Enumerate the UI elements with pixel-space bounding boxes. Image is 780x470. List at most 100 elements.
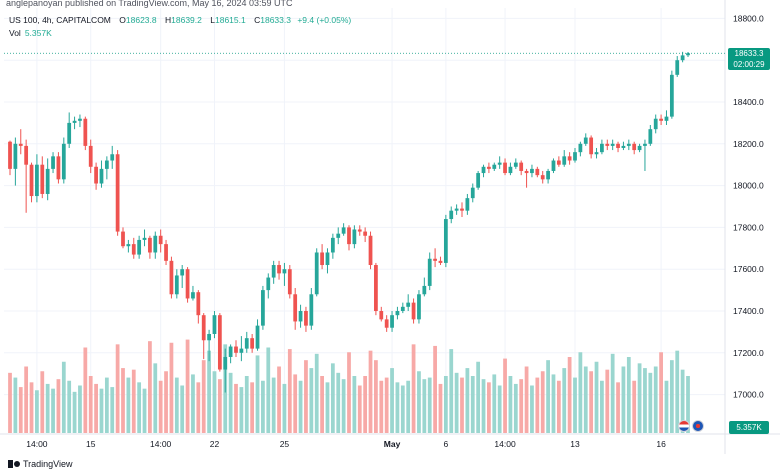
volume-bar <box>449 349 454 433</box>
volume-bar <box>438 383 443 433</box>
candle-body <box>8 141 12 169</box>
candle-body <box>637 145 642 151</box>
price-axis[interactable]: 18800.018600.018400.018200.018000.017800… <box>733 13 764 399</box>
volume-bar <box>347 352 351 433</box>
candle-body <box>271 265 276 278</box>
candle-body <box>443 219 448 263</box>
price-tick-label: 17800.0 <box>733 222 764 232</box>
candle-body <box>363 231 368 236</box>
volume-bar <box>51 388 55 433</box>
candle-body <box>632 143 637 151</box>
last-volume-tag: 5.357K <box>729 421 769 434</box>
volume-bar <box>277 366 281 433</box>
candle-body <box>88 145 93 167</box>
candle-body <box>659 118 663 121</box>
candle-body <box>185 269 190 299</box>
tradingview-logo-icon <box>8 460 20 468</box>
time-tick-label: 14:00 <box>26 439 48 449</box>
candle-body <box>45 168 50 194</box>
candle-body <box>341 227 346 234</box>
price-tick-label: 18000.0 <box>733 181 764 191</box>
volume-bar <box>325 382 330 433</box>
candle-body <box>287 269 292 295</box>
volume-bar <box>148 341 152 433</box>
volume-bar <box>427 377 432 433</box>
volume-bar <box>508 376 513 433</box>
publisher-note: anglepanoyan published on TradingView.co… <box>6 0 293 8</box>
volume-bar <box>78 385 82 433</box>
volume-bar <box>61 361 66 433</box>
volume-bar <box>24 366 29 433</box>
candle-body <box>374 265 378 311</box>
candle-body <box>460 208 464 211</box>
candle-body <box>61 143 66 180</box>
candle-body <box>110 154 115 161</box>
volume-bar <box>433 345 437 433</box>
volume-bar <box>524 366 529 433</box>
candle-body <box>411 302 416 320</box>
price-tick-label: 18800.0 <box>733 13 764 23</box>
volume-bar <box>282 383 287 433</box>
candle-body <box>255 325 260 349</box>
volume-bar <box>201 360 206 433</box>
candle-body <box>347 227 351 245</box>
price-tick-label: 17000.0 <box>733 390 764 400</box>
volume-bar <box>363 376 368 433</box>
volume-bar <box>191 374 195 433</box>
symbol-label[interactable]: US 100, 4h, CAPITALCOM <box>9 15 111 25</box>
uk-flag-icon[interactable] <box>692 420 704 432</box>
last-price-tag: 18633.3 02:00:29 <box>728 48 770 70</box>
close-value: 18633.3 <box>260 15 291 25</box>
volume-bar <box>35 390 39 433</box>
candle-body <box>67 122 72 144</box>
high-label: H <box>165 15 172 25</box>
volume-bar <box>309 368 314 433</box>
candle-body <box>169 260 174 295</box>
volume-bar <box>115 344 120 433</box>
volume-bar <box>99 388 104 433</box>
volume-bar <box>330 363 335 433</box>
candle-body <box>422 285 427 295</box>
candle-body <box>174 275 179 295</box>
volume-bar <box>83 347 88 433</box>
candle-body <box>56 156 61 180</box>
volume-bar <box>626 357 631 433</box>
tradingview-logo[interactable]: TradingView <box>8 459 73 469</box>
volume-bar <box>314 353 319 433</box>
volume-bar <box>680 369 685 433</box>
candle-body <box>78 118 82 121</box>
volume-bar <box>422 379 427 433</box>
volume-bar <box>298 380 303 433</box>
candle-body <box>589 137 594 155</box>
last-price-value: 18633.3 <box>734 49 764 58</box>
candle-body <box>325 252 330 266</box>
volume-bar <box>562 368 567 433</box>
volume-bar <box>417 371 421 433</box>
volume-bar <box>174 377 179 433</box>
volume-bar <box>616 382 620 433</box>
candle-body <box>126 244 131 247</box>
event-flags[interactable] <box>678 420 704 432</box>
time-tick-label: 16 <box>656 439 666 449</box>
candle-body <box>600 143 604 153</box>
low-value: 18615.1 <box>214 15 246 25</box>
time-axis[interactable]: 14:00 15 14:00 22 25 May 6 14:00 13 16 <box>26 439 666 449</box>
candle-body <box>594 152 599 155</box>
candle-body <box>487 166 491 169</box>
time-tick-label: 25 <box>280 439 290 449</box>
candle-body <box>368 235 373 266</box>
candle-body <box>104 160 109 169</box>
candle-body <box>530 168 534 174</box>
candle-body <box>481 166 486 174</box>
volume-bar <box>503 358 507 433</box>
volume-bar <box>104 377 109 433</box>
volume-bar <box>648 372 653 433</box>
volume-bar <box>271 377 276 433</box>
candle-body <box>583 137 588 144</box>
volume-bar <box>341 379 346 433</box>
candle-body <box>314 252 319 295</box>
us-flag-icon[interactable] <box>678 420 690 432</box>
volume-bar <box>653 366 658 433</box>
candle-body <box>72 120 77 123</box>
